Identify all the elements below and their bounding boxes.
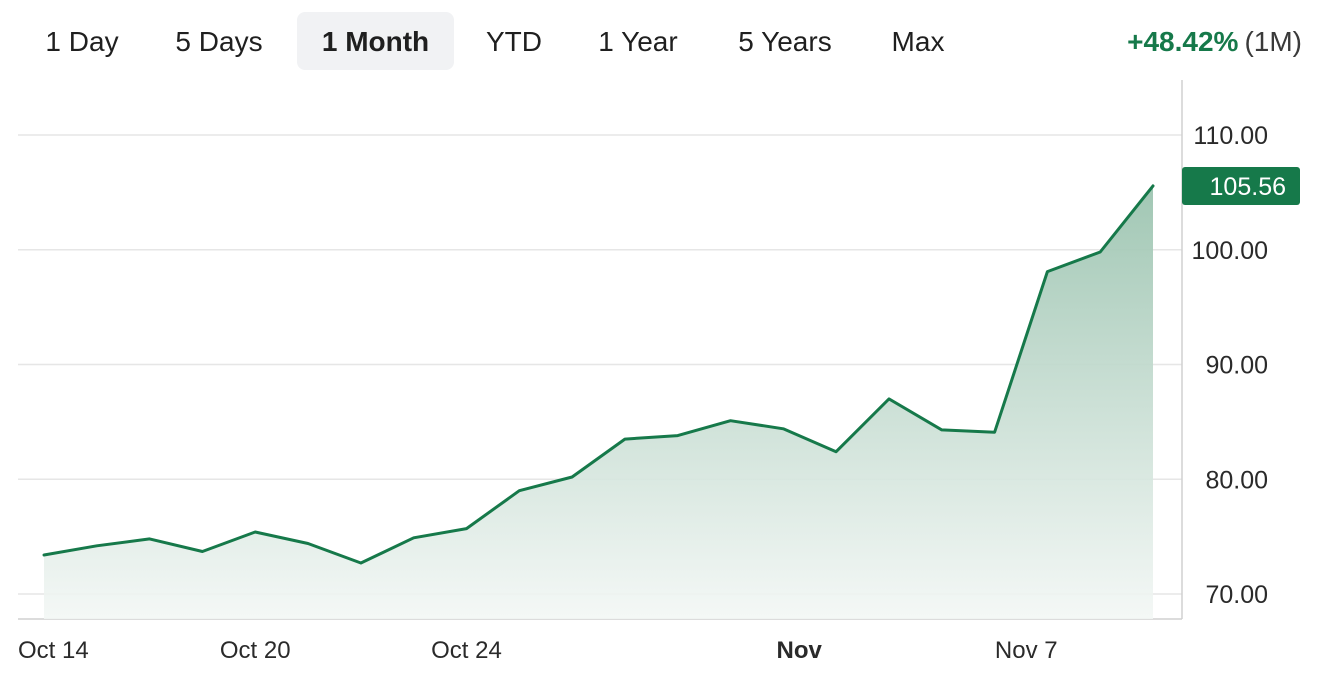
- x-tick-label: Nov: [777, 637, 823, 664]
- range-tab-ytd[interactable]: YTD: [486, 26, 542, 57]
- period-change: +48.42% (1M): [1127, 12, 1302, 72]
- range-tab-1-day[interactable]: 1 Day: [45, 26, 119, 57]
- price-area: [44, 185, 1153, 619]
- range-tab-5-years[interactable]: 5 Years: [738, 26, 832, 57]
- range-tab-1-year[interactable]: 1 Year: [598, 26, 678, 57]
- y-tick-label: 70.00: [1205, 581, 1268, 609]
- change-period: (1M): [1244, 26, 1302, 57]
- range-selector: 1 Day 5 Days 1 Month YTD 1 Year 5 Years Max +4…: [0, 12, 1324, 72]
- range-tab-max[interactable]: Max: [891, 26, 945, 57]
- y-tick-label: 110.00: [1193, 122, 1268, 150]
- x-tick-label: Oct 14: [18, 637, 89, 664]
- change-percent: +48.42%: [1127, 26, 1239, 57]
- x-tick-label: Oct 24: [431, 637, 502, 664]
- range-tab-1-month[interactable]: 1 Month: [297, 12, 454, 70]
- price-line: [42, 184, 1155, 565]
- y-tick-label: 90.00: [1205, 352, 1268, 380]
- x-tick-label: Oct 20: [220, 637, 291, 664]
- y-tick-label: 80.00: [1205, 466, 1268, 494]
- last-price-label: 105.56: [1210, 173, 1286, 201]
- range-tab-5-days[interactable]: 5 Days: [175, 26, 263, 57]
- last-price-tag: [1182, 166, 1300, 205]
- x-tick-label: Nov 7: [995, 637, 1058, 664]
- y-tick-label: 100.00: [1192, 237, 1268, 265]
